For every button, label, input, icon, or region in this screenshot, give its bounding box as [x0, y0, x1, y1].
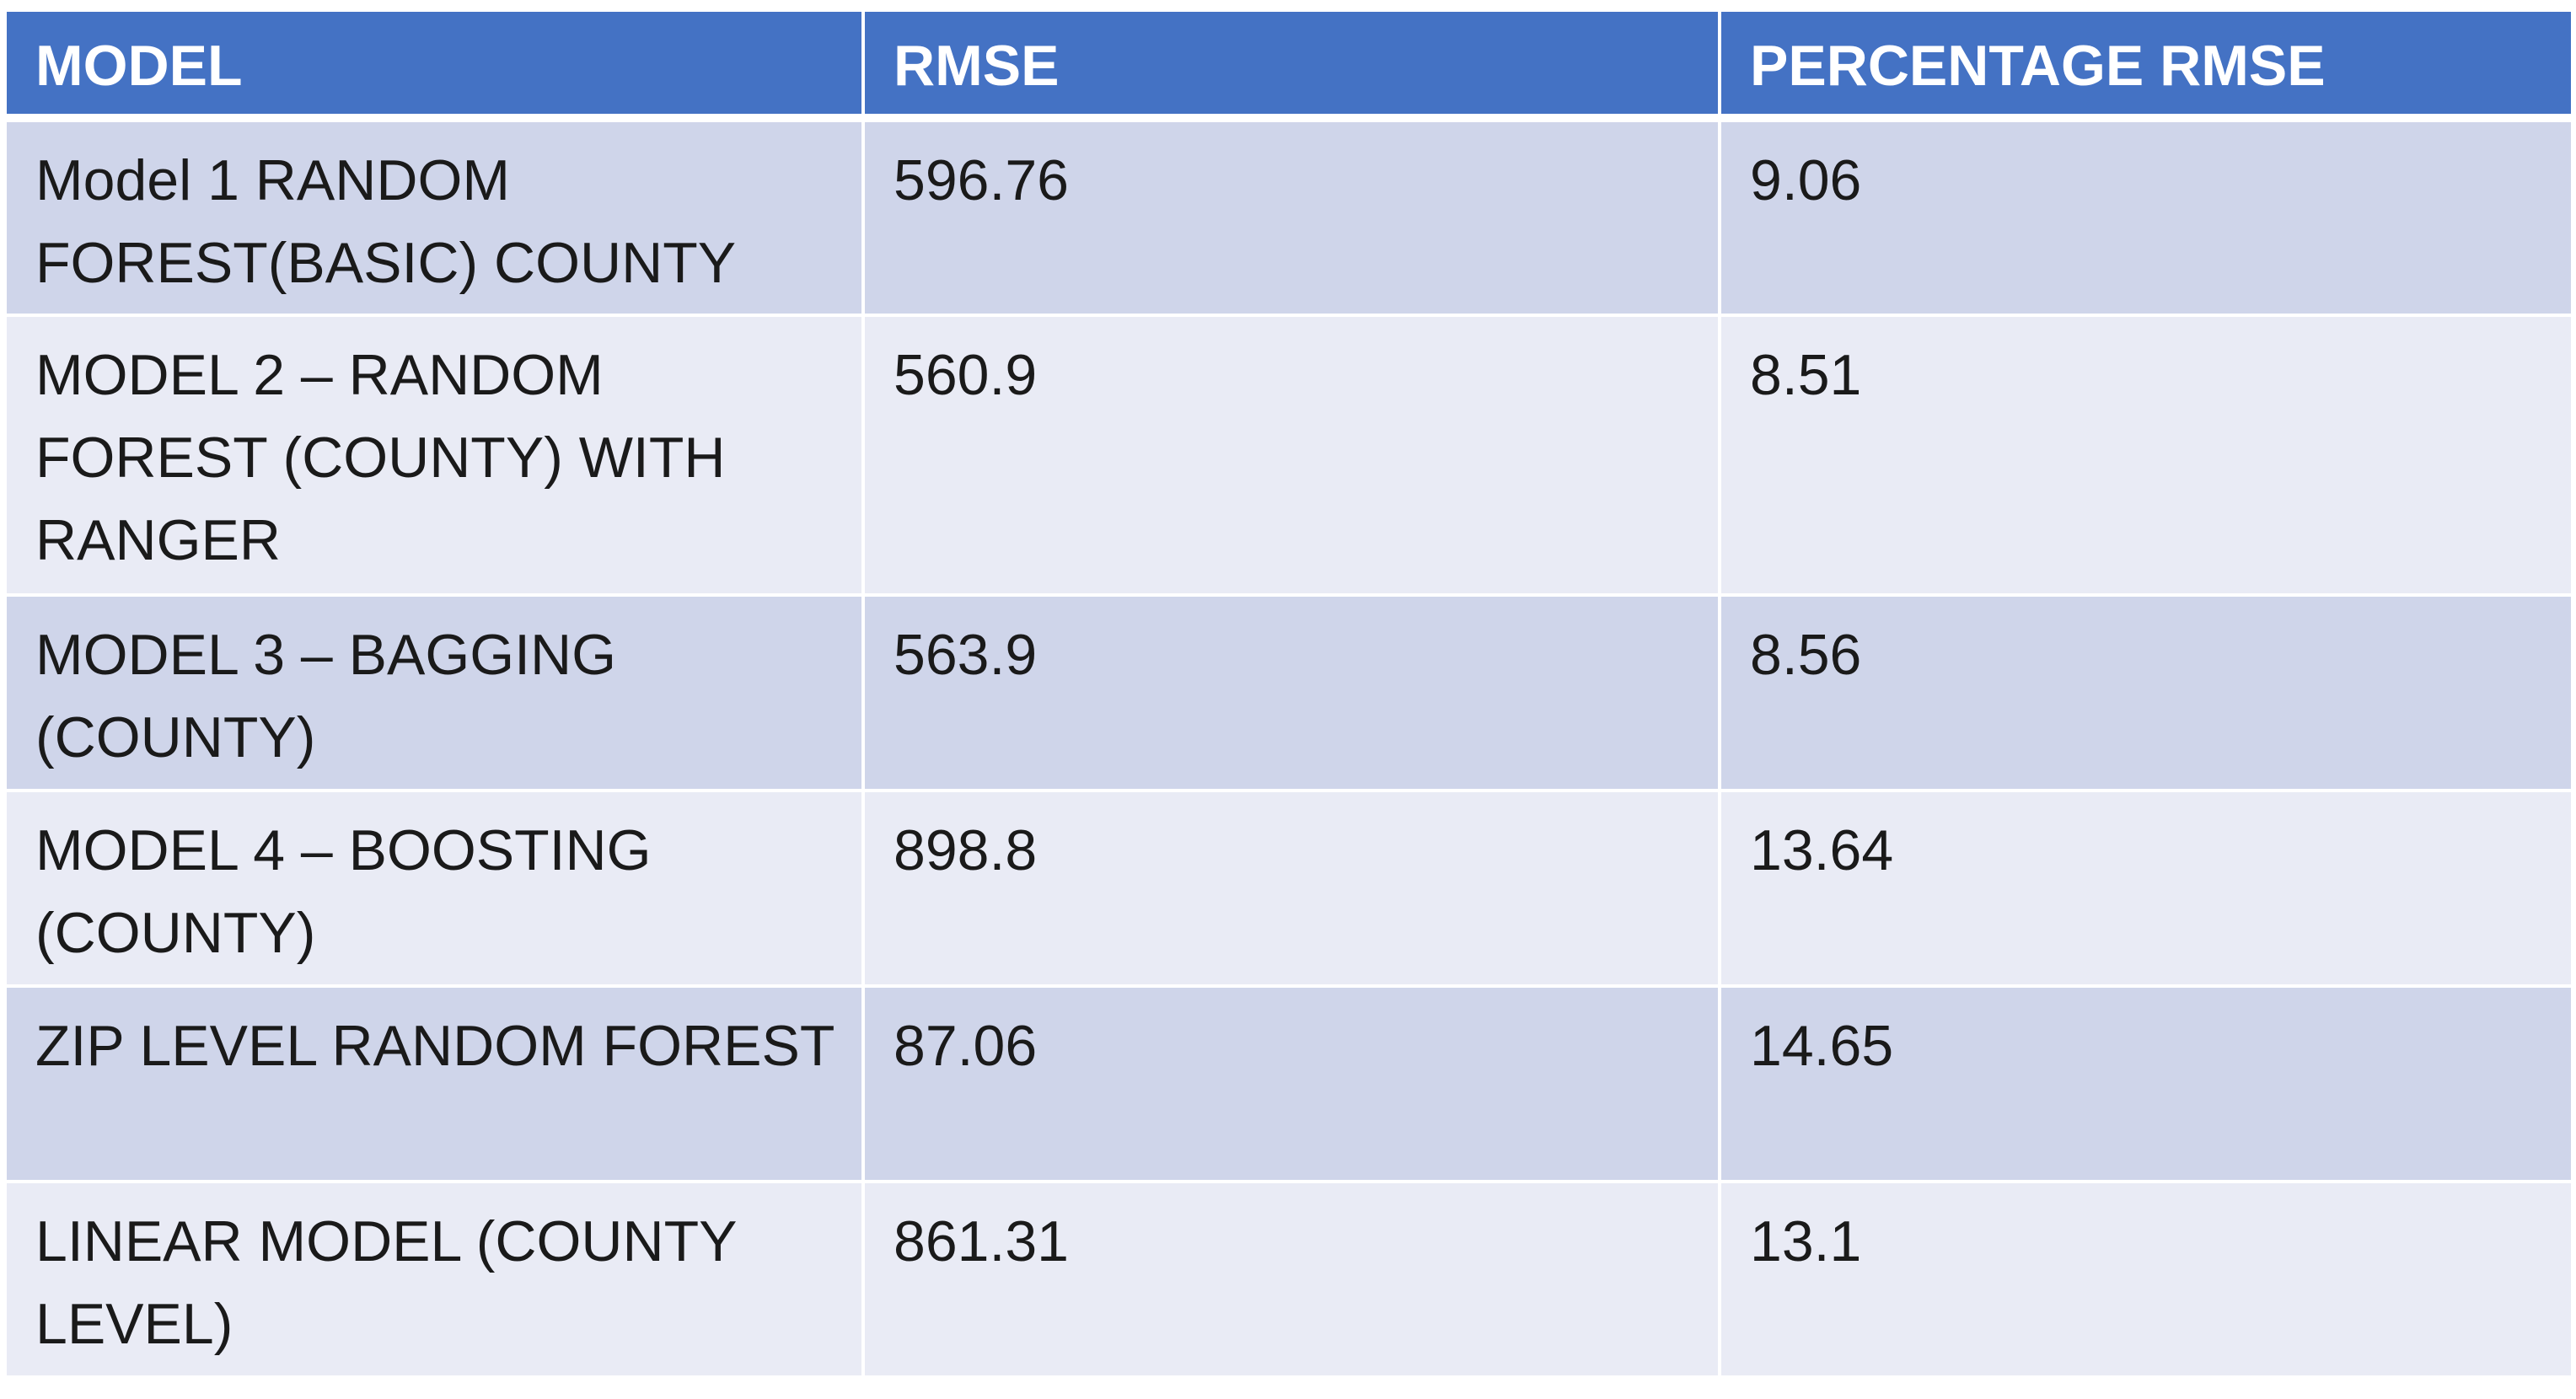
header-model: MODEL	[3, 8, 865, 122]
cell-model: MODEL 3 – BAGGING (COUNTY)	[3, 593, 865, 792]
header-rmse: RMSE	[861, 8, 1721, 122]
table-row: ZIP LEVEL RANDOM FOREST 87.06 14.65	[3, 984, 2574, 1183]
cell-percentage-rmse: 13.1	[1718, 1180, 2574, 1379]
cell-rmse: 898.8	[861, 789, 1721, 988]
cell-model: Model 1 RANDOM FOREST(BASIC) COUNTY	[3, 116, 865, 317]
cell-model: LINEAR MODEL (COUNTY LEVEL)	[3, 1180, 865, 1379]
cell-percentage-rmse: 13.64	[1718, 789, 2574, 988]
model-comparison-table: MODEL RMSE PERCENTAGE RMSE Model 1 RANDO…	[3, 8, 2574, 1379]
cell-rmse: 596.76	[861, 116, 1721, 317]
cell-percentage-rmse: 8.56	[1718, 593, 2574, 792]
cell-model: MODEL 4 – BOOSTING (COUNTY)	[3, 789, 865, 988]
table-header-row: MODEL RMSE PERCENTAGE RMSE	[3, 8, 2574, 122]
cell-model: ZIP LEVEL RANDOM FOREST	[3, 984, 865, 1183]
table-row: MODEL 3 – BAGGING (COUNTY) 563.9 8.56	[3, 593, 2574, 792]
model-comparison-table-container: MODEL RMSE PERCENTAGE RMSE Model 1 RANDO…	[3, 8, 2574, 1379]
cell-percentage-rmse: 9.06	[1718, 116, 2574, 317]
cell-rmse: 563.9	[861, 593, 1721, 792]
table-row: Model 1 RANDOM FOREST(BASIC) COUNTY 596.…	[3, 116, 2574, 317]
cell-rmse: 861.31	[861, 1180, 1721, 1379]
cell-model: MODEL 2 – RANDOM FOREST (COUNTY) WITH RA…	[3, 314, 865, 597]
cell-rmse: 87.06	[861, 984, 1721, 1183]
table-row: LINEAR MODEL (COUNTY LEVEL) 861.31 13.1	[3, 1180, 2574, 1379]
table-row: MODEL 4 – BOOSTING (COUNTY) 898.8 13.64	[3, 789, 2574, 988]
table-row: MODEL 2 – RANDOM FOREST (COUNTY) WITH RA…	[3, 314, 2574, 597]
cell-rmse: 560.9	[861, 314, 1721, 597]
header-percentage-rmse: PERCENTAGE RMSE	[1718, 8, 2574, 122]
cell-percentage-rmse: 14.65	[1718, 984, 2574, 1183]
cell-percentage-rmse: 8.51	[1718, 314, 2574, 597]
